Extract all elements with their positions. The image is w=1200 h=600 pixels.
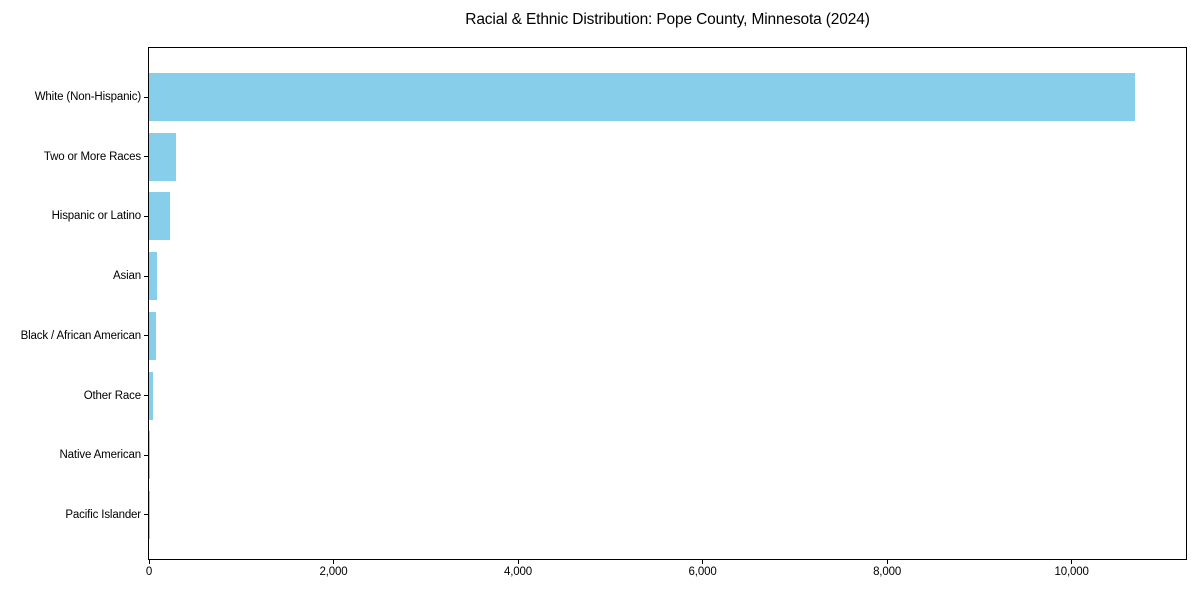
y-tick-label: Black / African American [20, 329, 142, 342]
y-tick-label: Pacific Islander [65, 508, 141, 521]
x-tick-label: 0 [145, 566, 153, 578]
x-tick [517, 560, 519, 564]
bar [149, 132, 176, 181]
y-tick-label: Native American [59, 449, 142, 462]
x-tick [886, 560, 888, 564]
y-tick-label: Other Race [83, 389, 141, 402]
y-tick-label: Two or More Races [43, 150, 141, 163]
plot-area: White (Non-Hispanic) Two or More Races His… [21, 47, 1187, 578]
bar [149, 431, 151, 480]
y-tick-label: Asian [112, 270, 141, 283]
x-tick [1071, 560, 1073, 564]
y-tick-label: White (Non-Hispanic) [34, 91, 141, 103]
x-tick [333, 560, 335, 564]
y-tick [144, 395, 148, 396]
bar [149, 371, 153, 420]
y-tick-label: Hispanic or Latino [51, 210, 142, 223]
bar [149, 192, 170, 241]
y-tick [144, 454, 148, 456]
y-tick [144, 335, 148, 337]
bar [149, 73, 1136, 121]
bar [149, 252, 157, 301]
x-tick-label: 6,000 [688, 566, 717, 578]
chart-title: Racial & Ethnic Distribution: Pope Count… [465, 11, 870, 28]
x-tick-label: 2,000 [319, 566, 348, 578]
x-tick-label: 10,000 [1054, 566, 1089, 578]
x-tick-label: 4,000 [504, 566, 533, 578]
y-tick [144, 96, 148, 98]
y-tick [144, 514, 148, 516]
y-tick [144, 215, 148, 217]
x-tick [148, 560, 150, 564]
y-tick [144, 156, 148, 158]
x-tick-label: 8,000 [873, 566, 902, 578]
bar [149, 311, 156, 360]
y-tick [144, 275, 148, 277]
x-tick [702, 560, 704, 564]
bar [149, 490, 150, 539]
